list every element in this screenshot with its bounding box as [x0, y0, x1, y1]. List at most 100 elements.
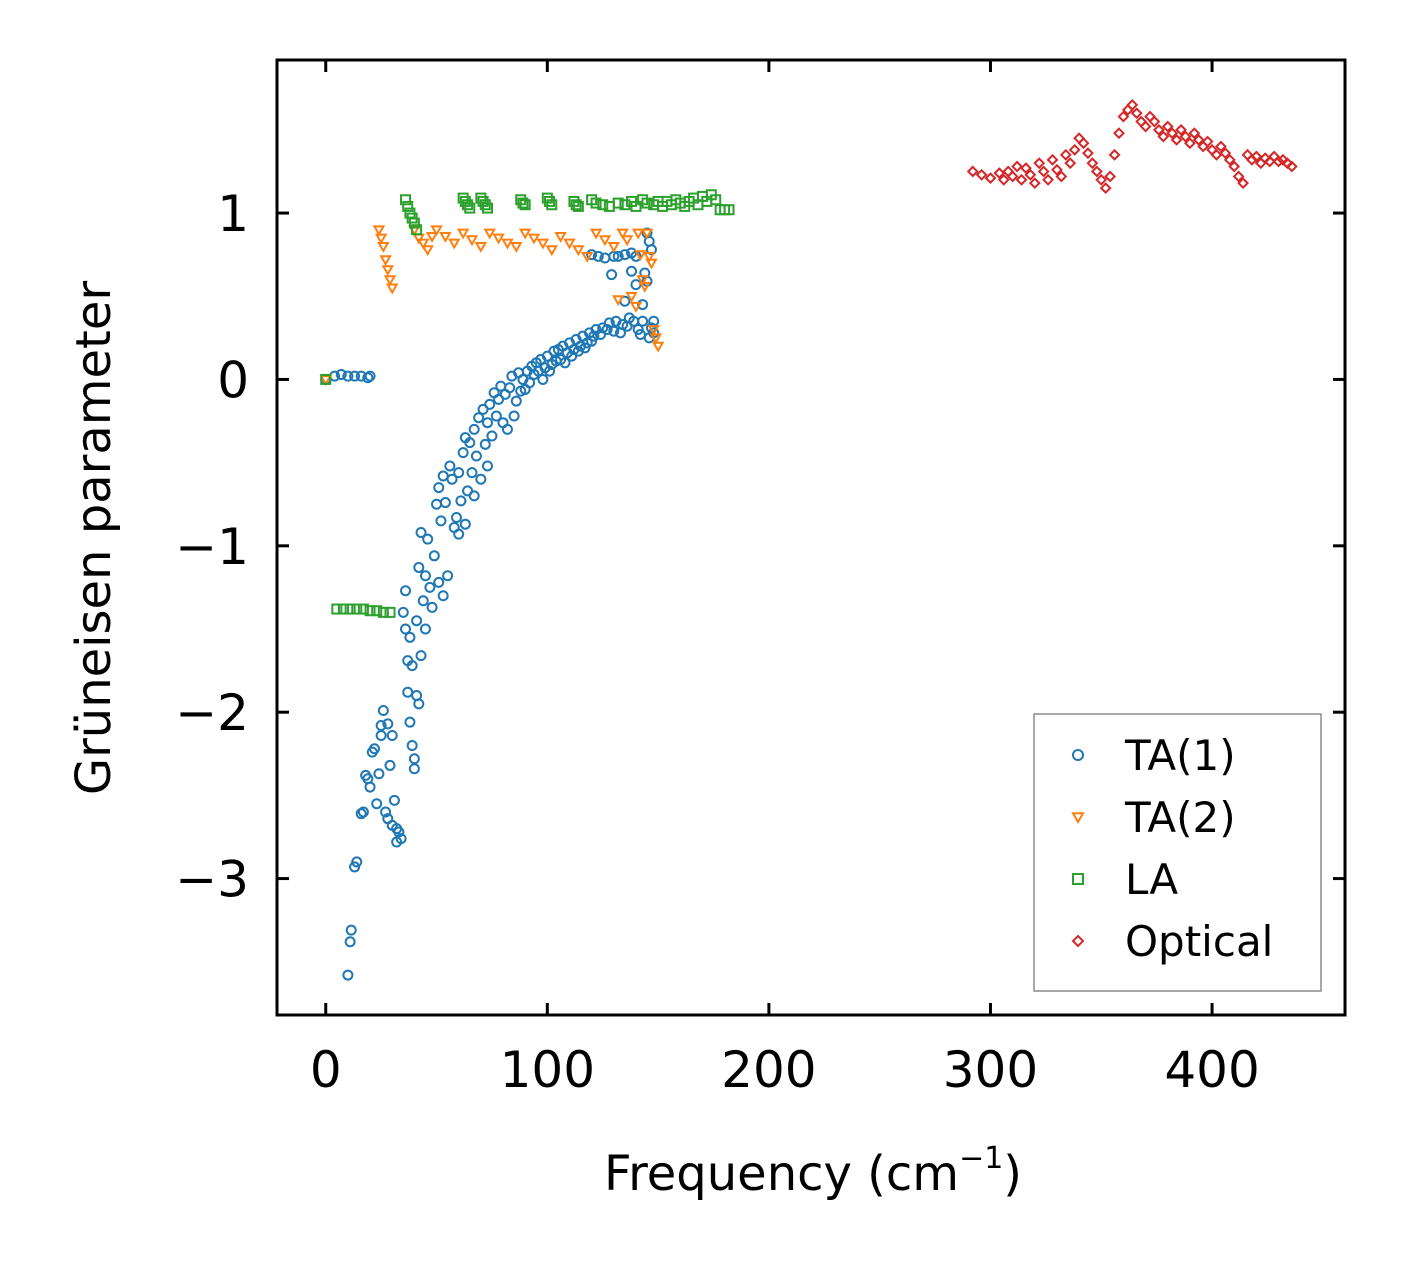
axis-ticks [277, 60, 1345, 1015]
data-point [1179, 130, 1192, 143]
data-point [1219, 147, 1232, 160]
data-point [351, 603, 363, 615]
x-tick-label: 100 [500, 1041, 595, 1099]
data-point [481, 417, 493, 429]
data-point [572, 245, 585, 257]
data-point [428, 550, 440, 562]
data-point [1157, 130, 1170, 143]
tick-labels: 0 100 200 300 400 −3 −2 −1 0 1 [175, 185, 1259, 1099]
data-point [649, 333, 663, 345]
data-point [544, 365, 556, 377]
data-point [468, 423, 480, 435]
data-point [1166, 127, 1179, 140]
data-point [484, 398, 496, 410]
data-point [351, 856, 363, 868]
data-point [636, 275, 649, 287]
legend-label: LA [1125, 855, 1178, 904]
data-point [373, 768, 385, 780]
data-point [486, 430, 498, 442]
data-point [342, 370, 354, 382]
data-point [554, 231, 567, 243]
legend-entries: TA(1) TA(2) LA Optical [1071, 731, 1273, 966]
data-point [426, 601, 438, 613]
data-point [612, 295, 625, 307]
data-point [435, 515, 447, 527]
data-point [481, 460, 493, 472]
data-point [501, 423, 513, 435]
data-point [1117, 110, 1130, 123]
data-point [1082, 147, 1094, 160]
data-point [1152, 123, 1165, 136]
data-point [1161, 120, 1174, 133]
data-point [479, 438, 491, 450]
data-point [459, 518, 471, 530]
data-point [508, 410, 520, 422]
data-point [413, 561, 425, 573]
series-ta-2 [319, 225, 665, 386]
data-point [590, 197, 602, 209]
data-point [1086, 157, 1099, 170]
data-point [1051, 163, 1063, 176]
legend-entry: LA [1072, 855, 1178, 904]
y-tick-label: 1 [217, 185, 249, 243]
data-point [404, 716, 416, 728]
data-point [1223, 153, 1236, 166]
x-tick-label: 200 [721, 1041, 816, 1099]
data-point [510, 395, 522, 407]
data-point [616, 228, 629, 240]
data-point [342, 969, 354, 981]
data-point [640, 228, 654, 240]
data-point [400, 623, 412, 635]
data-point [510, 241, 523, 253]
data-point [997, 173, 1010, 186]
series-optical [966, 99, 1298, 195]
data-point [606, 269, 618, 281]
legend-entry: Optical [1071, 917, 1273, 966]
legend: TA(1) TA(2) LA Optical [1033, 713, 1322, 992]
data-point [379, 255, 392, 267]
data-point [453, 467, 465, 479]
y-tick-label: −1 [175, 518, 249, 576]
data-point [1055, 170, 1068, 183]
legend-marker [1072, 873, 1084, 885]
data-point [1232, 170, 1245, 183]
data-point [1037, 165, 1050, 178]
data-point [464, 202, 476, 214]
legend-entry: TA(1) [1072, 731, 1236, 780]
data-point [1139, 120, 1152, 133]
data-point [1285, 160, 1298, 173]
data-point [464, 437, 476, 449]
data-point [651, 341, 665, 353]
data-point [545, 245, 558, 257]
data-point [430, 225, 443, 237]
data-point [1237, 177, 1249, 190]
data-point [518, 228, 532, 240]
data-point [626, 265, 638, 277]
data-point [425, 231, 439, 243]
plot-frame [275, 58, 1347, 1017]
data-point [345, 924, 357, 936]
data-point [465, 235, 479, 247]
data-point [559, 357, 571, 369]
data-point [433, 576, 445, 588]
data-point [645, 258, 658, 270]
data-point [619, 249, 631, 261]
data-point [371, 798, 383, 810]
data-point [384, 759, 396, 771]
data-point [400, 585, 412, 597]
data-point [371, 605, 383, 617]
legend-label: TA(2) [1124, 793, 1236, 842]
data-point [524, 377, 536, 389]
data-point [417, 238, 430, 250]
data-point [519, 199, 531, 211]
data-point [601, 324, 613, 336]
data-point [637, 315, 649, 327]
data-point [415, 527, 427, 539]
data-point [411, 224, 423, 236]
data-point [1228, 160, 1241, 173]
data-point [368, 743, 380, 755]
series-ta-1 [320, 227, 660, 981]
x-axis-title: Frequency (cm−1) [604, 1141, 1022, 1202]
data-point [421, 245, 434, 257]
data-point [1250, 150, 1263, 163]
